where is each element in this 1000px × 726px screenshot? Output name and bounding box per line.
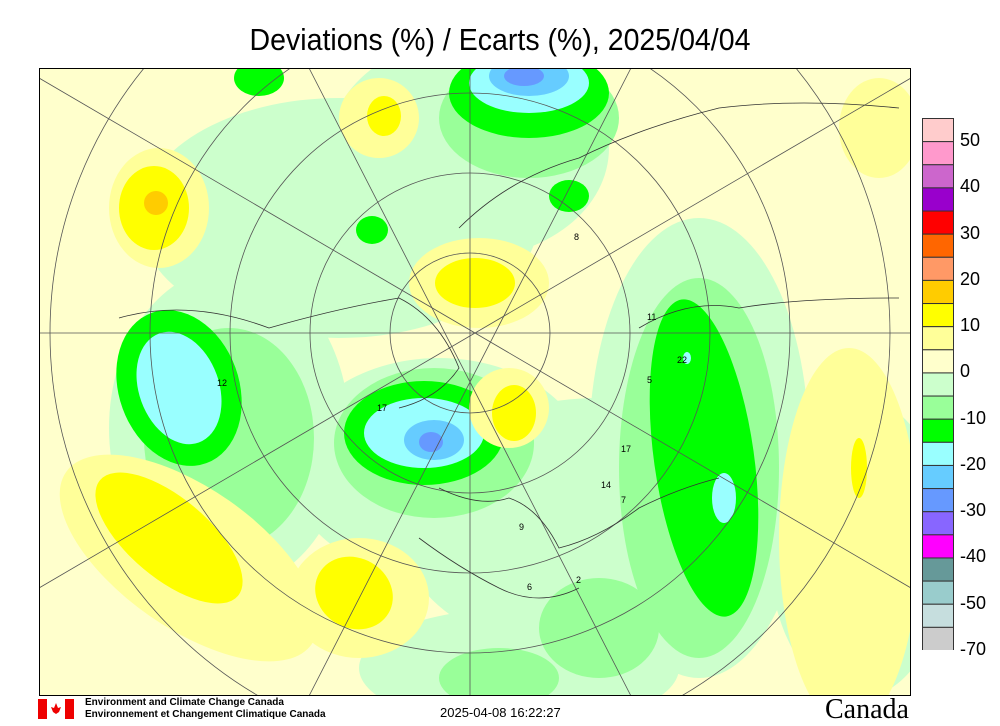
map-title: Deviations (%) / Ecarts (%), 2025/04/04 [249, 22, 751, 57]
legend-swatch [922, 603, 954, 628]
legend-label: -30 [960, 500, 987, 521]
legend-label: 10 [960, 315, 981, 336]
field-pos-15-20 [144, 191, 168, 215]
legend-label: 30 [960, 222, 981, 243]
legend-swatch [922, 164, 954, 189]
station-value: 14 [601, 480, 611, 490]
station-value: 8 [574, 232, 579, 242]
legend-label: 0 [960, 361, 971, 382]
station-value: 5 [647, 375, 652, 385]
legend-swatch [922, 279, 954, 305]
legend-label: -10 [960, 407, 987, 428]
legend-swatch [922, 233, 954, 258]
coastlines [118, 102, 900, 599]
legend-label: -50 [960, 592, 987, 613]
legend-swatch [922, 303, 954, 328]
legend-swatch [922, 580, 954, 605]
graticule [39, 68, 911, 696]
legend-label: 50 [960, 130, 981, 151]
legend-swatch [922, 626, 954, 650]
station-value: 7 [621, 495, 626, 505]
legend-swatch [922, 256, 954, 281]
org-name-fr: Environnement et Changement Climatique C… [85, 709, 326, 720]
legend-swatch [922, 464, 954, 490]
legend-swatch [922, 511, 954, 536]
legend-label: -20 [960, 453, 987, 474]
legend-label: -70 [960, 639, 987, 659]
legend-swatch [922, 441, 954, 466]
station-value: 11 [647, 312, 656, 322]
legend-label: -40 [960, 546, 987, 567]
legend-swatch [922, 326, 954, 351]
legend-swatch [922, 418, 954, 443]
station-value: 6 [527, 582, 532, 592]
field-pos-10-15 [95, 96, 867, 630]
org-name-en: Environment and Climate Change Canada [85, 697, 284, 708]
legend-swatch [922, 534, 954, 559]
station-value: 22 [677, 355, 687, 365]
canada-flag-icon [38, 699, 74, 719]
legend-swatch [922, 118, 954, 143]
legend-swatch [922, 210, 954, 235]
station-value: 2 [576, 575, 581, 585]
station-value: 17 [377, 403, 387, 413]
legend-label: 20 [960, 268, 981, 289]
canada-wordmark: Canada [825, 694, 909, 725]
station-value: 12 [217, 378, 227, 388]
legend-swatch [922, 349, 954, 374]
legend-swatch [922, 488, 954, 513]
legend-swatch [922, 395, 954, 420]
color-legend [922, 118, 954, 650]
legend-swatch [922, 187, 954, 212]
deviation-map: 12 22 17 14 17 11 5 7 8 9 2 6 [39, 68, 911, 696]
station-value: 17 [621, 444, 631, 454]
legend-swatch [922, 141, 954, 166]
legend-swatch [922, 372, 954, 397]
legend-label: 40 [960, 176, 981, 197]
footer-organization: Environment and Climate Change Canada En… [85, 697, 326, 721]
station-values: 12 22 17 14 17 11 5 7 8 9 2 6 [217, 232, 687, 592]
legend-swatch [922, 557, 954, 582]
generated-timestamp: 2025-04-08 16:22:27 [440, 705, 561, 720]
station-value: 9 [519, 522, 524, 532]
